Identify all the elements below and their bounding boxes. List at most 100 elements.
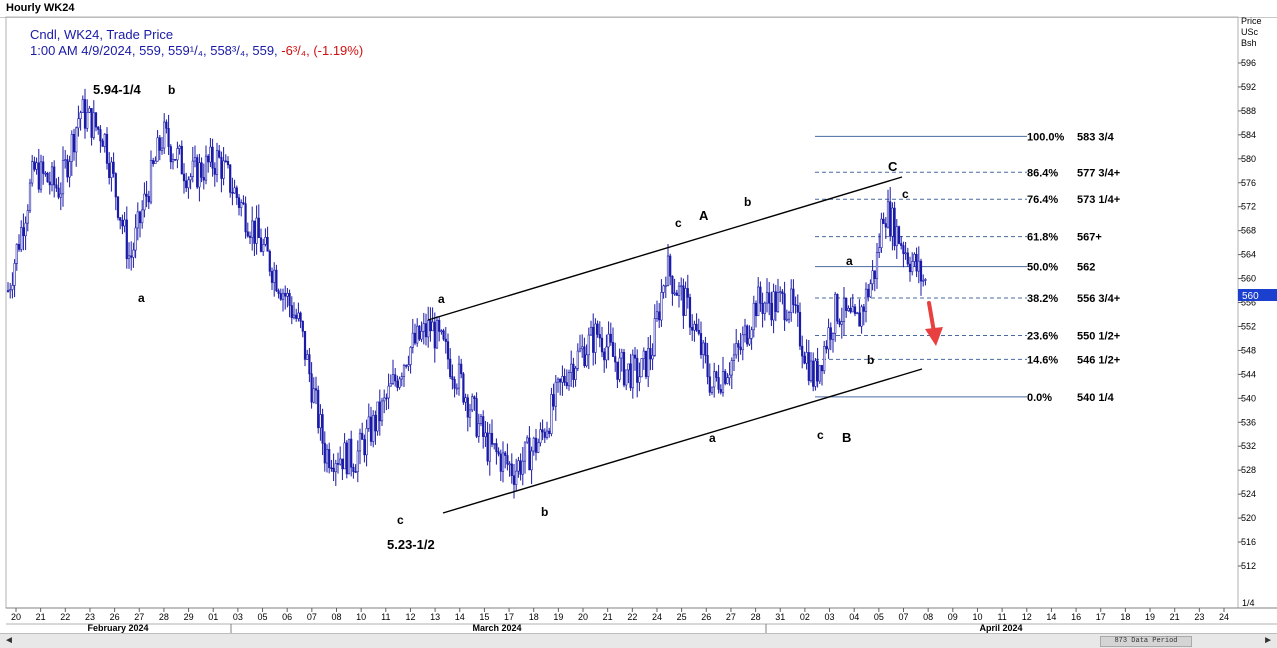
candle-body [222,160,225,179]
x-tick-label: 27 [726,612,736,622]
candle-body [270,271,274,283]
candle-body [671,275,674,294]
x-tick-label: 22 [627,612,637,622]
candle-body [746,325,749,345]
wave-label: a [846,254,853,268]
candle-body [521,460,524,475]
x-tick-label: 21 [603,612,613,622]
wave-label: 5.94-1/4 [93,82,141,97]
candle-body [204,155,208,181]
y-tick-label: 568 [1241,226,1256,236]
price-axis[interactable]: 5125165205245285325365405445485525565605… [1238,58,1256,608]
candle-body [543,431,546,438]
y-tick-label: 528 [1241,465,1256,475]
candle-body [504,452,507,456]
candle-body [495,443,498,453]
candle-body [790,288,793,313]
x-tick-label: 17 [504,612,514,622]
x-tick-label: 28 [159,612,169,622]
candle-body [728,374,731,379]
candle-body [592,326,595,353]
candle-body [138,211,142,224]
candle-body [15,244,18,264]
candle-body [464,397,467,403]
candle-body [688,297,692,328]
candle-body [818,365,821,382]
fib-value-label: 556 3/4+ [1077,293,1120,305]
candle-body [816,360,819,382]
candle-body [869,283,872,298]
candle-body [669,255,672,277]
x-tick-label: 20 [578,612,588,622]
x-tick-label: 22 [60,612,70,622]
candle-body [209,146,212,163]
candle-body [158,137,161,151]
fib-percent-label: 0.0% [1027,392,1052,404]
candle-body [682,285,685,316]
x-tick-label: 13 [430,612,440,622]
candle-body [156,137,159,162]
candle-body [449,358,452,377]
candle-body [24,222,27,237]
candle-body [838,320,841,325]
candle-body [561,376,564,383]
candlestick-chart[interactable]: 5125165205245285325365405445485525565605… [0,0,1277,633]
candle-body [673,292,676,295]
candle-body [242,202,245,205]
candle-body [134,227,137,251]
x-tick-label: 05 [258,612,268,622]
candle-body [462,373,465,403]
candle-body [759,286,762,304]
candle-body [246,231,249,237]
candle-body [312,388,315,403]
candle-body [893,207,896,247]
candle-body [702,342,705,355]
candle-body [691,327,694,331]
candle-body [585,354,588,367]
x-tick-label: 21 [1170,612,1180,622]
candle-body [394,374,397,382]
candle-body [614,356,617,363]
candle-body [660,292,663,321]
candle-body [248,235,252,238]
candle-body [363,439,366,456]
candle-body [451,376,454,380]
chart-scrollbar[interactable]: ◄ 873 Data Period ► [0,633,1277,648]
candle-body [372,414,375,442]
window-title: Hourly WK24 [6,2,75,14]
scroll-left-icon[interactable]: ◄ [4,635,14,646]
price-axis-header-line: Bsh [1241,38,1257,48]
candle-body [798,311,802,347]
x-tick-label: 07 [307,612,317,622]
scroll-right-icon[interactable]: ► [1263,635,1273,646]
time-axis[interactable]: 20 21 22 23 26 27 28 29 01 03 05 06 07 08 10 11 12 13 14 15… [11,608,1229,633]
x-tick-label: 02 [800,612,810,622]
x-tick-label: 29 [184,612,194,622]
candle-body [596,323,599,335]
candle-body [31,161,34,184]
candle-body [215,150,219,175]
candle-body [202,177,205,181]
candle-body [424,323,428,338]
candle-body [488,432,491,462]
scroll-thumb[interactable]: 873 Data Period [1100,636,1192,647]
y-tick-label: 524 [1241,489,1256,499]
candle-body [501,452,505,472]
current-price-tag: 560 [1238,289,1277,302]
plot-border [5,16,1277,625]
fibonacci-levels: 100.0% 583 3/4 86.4% 577 3/4+ 76.4% 573 1/4+ 6… [815,131,1120,404]
candle-body [275,269,278,292]
candle-body [433,321,436,349]
candle-body [389,383,392,387]
candle-body [61,159,65,195]
x-tick-label: 14 [1046,612,1056,622]
candle-body [695,323,698,331]
price-axis-header-line: Price [1241,16,1262,26]
candle-body [112,161,115,174]
candle-body [882,218,885,224]
candle-body [794,304,797,306]
candle-body [189,176,192,181]
candle-body [244,203,247,233]
candle-body [796,305,799,313]
candle-body [319,414,322,429]
